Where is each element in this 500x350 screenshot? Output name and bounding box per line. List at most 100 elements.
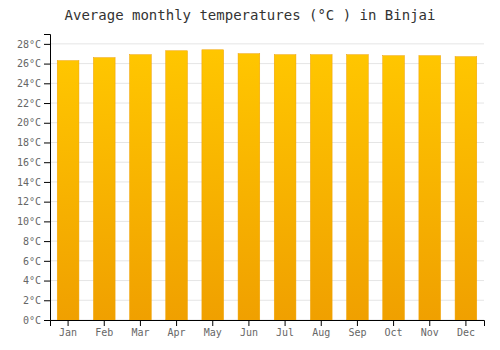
tick-mark bbox=[248, 320, 249, 326]
tick-mark bbox=[285, 320, 286, 326]
tick-mark bbox=[44, 261, 50, 262]
y-tick: 4°C bbox=[23, 275, 50, 286]
y-tick: 22°C bbox=[17, 98, 50, 109]
grid bbox=[50, 44, 484, 320]
y-tick: 10°C bbox=[17, 216, 50, 227]
y-tick: 14°C bbox=[17, 177, 50, 188]
y-tick: 20°C bbox=[17, 117, 50, 128]
tick-label: 24°C bbox=[17, 78, 41, 89]
bar bbox=[310, 55, 332, 320]
x-tick: Dec bbox=[457, 320, 475, 338]
tick-mark bbox=[44, 44, 50, 45]
tick-label: 6°C bbox=[23, 256, 41, 267]
x-tick: Jul bbox=[276, 320, 294, 338]
tick-mark bbox=[68, 320, 69, 326]
bar bbox=[166, 51, 188, 320]
bar bbox=[419, 56, 441, 320]
tick-mark bbox=[176, 320, 177, 326]
tick-mark bbox=[44, 320, 50, 321]
tick-label: Dec bbox=[457, 327, 475, 338]
title: Average monthly temperatures (°C ) in Bi… bbox=[65, 7, 436, 23]
tick-mark bbox=[212, 320, 213, 326]
x-tick: Jan bbox=[59, 320, 77, 338]
tick-label: 26°C bbox=[17, 58, 41, 69]
tick-label: Mar bbox=[131, 327, 149, 338]
bar bbox=[57, 61, 79, 320]
tick-mark bbox=[321, 320, 322, 326]
y-tick: 6°C bbox=[23, 256, 50, 267]
tick-mark bbox=[44, 103, 50, 104]
x-tick: Feb bbox=[95, 320, 113, 338]
tick-mark bbox=[44, 281, 50, 282]
tick-label: 16°C bbox=[17, 157, 41, 168]
bar bbox=[274, 55, 296, 320]
tick-label: Jul bbox=[276, 327, 294, 338]
y-tick: 8°C bbox=[23, 236, 50, 247]
tick-mark bbox=[44, 202, 50, 203]
y-tick: 12°C bbox=[17, 196, 50, 207]
tick-label: 28°C bbox=[17, 39, 41, 50]
tick-label: Sep bbox=[348, 327, 366, 338]
x-axis: Jan Feb Mar Apr May Jun Jul Aug Sep Oct Nov Dec bbox=[51, 320, 485, 338]
tick-label: Feb bbox=[95, 327, 113, 338]
bar bbox=[238, 54, 260, 320]
tick-mark bbox=[104, 320, 105, 326]
y-tick: 24°C bbox=[17, 78, 50, 89]
plot: 0°C 2°C 4°C 6°C 8°C 10°C 12°C 14°C 16°C 18°C 20°C 2… bbox=[17, 35, 485, 339]
tick-mark bbox=[44, 64, 50, 65]
y-tick: 2°C bbox=[23, 295, 50, 306]
tick-label: 18°C bbox=[17, 137, 41, 148]
tick-label: Aug bbox=[312, 327, 330, 338]
x-tick: Oct bbox=[385, 320, 403, 338]
y-tick: 16°C bbox=[17, 157, 50, 168]
x-tick: Nov bbox=[421, 320, 439, 338]
tick-mark bbox=[44, 300, 50, 301]
tick-label: 20°C bbox=[17, 117, 41, 128]
x-tick: Apr bbox=[168, 320, 186, 338]
bar bbox=[130, 55, 152, 320]
tick-label: 10°C bbox=[17, 216, 41, 227]
y-tick: 18°C bbox=[17, 137, 50, 148]
tick-mark bbox=[44, 241, 50, 242]
bar bbox=[455, 57, 477, 320]
tick-mark bbox=[44, 83, 50, 84]
tick-mark bbox=[465, 320, 466, 326]
bars bbox=[57, 50, 477, 320]
x-tick: Aug bbox=[312, 320, 330, 338]
y-tick: 28°C bbox=[17, 39, 50, 50]
tick-mark bbox=[140, 320, 141, 326]
tick-label: 4°C bbox=[23, 275, 41, 286]
tick-label: Jan bbox=[59, 327, 77, 338]
tick-label: Jun bbox=[240, 327, 258, 338]
tick-mark bbox=[44, 182, 50, 183]
tick-mark bbox=[429, 320, 430, 326]
tick-label: 12°C bbox=[17, 196, 41, 207]
tick-mark bbox=[44, 123, 50, 124]
tick-label: 22°C bbox=[17, 98, 41, 109]
x-tick: Jun bbox=[240, 320, 258, 338]
bar bbox=[93, 58, 115, 320]
tick-mark bbox=[44, 142, 50, 143]
y-axis: 0°C 2°C 4°C 6°C 8°C 10°C 12°C 14°C 16°C 18°C 20°C 2… bbox=[17, 35, 51, 326]
tick-mark bbox=[44, 221, 50, 222]
tick-label: Apr bbox=[168, 327, 186, 338]
tick-label: Oct bbox=[385, 327, 403, 338]
axis-line bbox=[51, 321, 485, 327]
x-tick: May bbox=[204, 320, 222, 338]
x-tick: Mar bbox=[131, 320, 149, 338]
bar bbox=[347, 55, 369, 320]
tick-label: 14°C bbox=[17, 177, 41, 188]
tick-mark bbox=[393, 320, 394, 326]
tick-mark bbox=[44, 162, 50, 163]
tick-mark bbox=[357, 320, 358, 326]
tick-label: 8°C bbox=[23, 236, 41, 247]
y-tick: 0°C bbox=[23, 315, 50, 326]
grid-line bbox=[50, 43, 484, 44]
axis-line bbox=[44, 35, 51, 321]
chart: 0°C 2°C 4°C 6°C 8°C 10°C 12°C 14°C 16°C 18°C 20°C 2… bbox=[0, 0, 500, 350]
tick-label: May bbox=[204, 327, 222, 338]
tick-label: 2°C bbox=[23, 295, 41, 306]
tick-label: Nov bbox=[421, 327, 439, 338]
tick-label: 0°C bbox=[23, 315, 41, 326]
bar bbox=[202, 50, 224, 320]
